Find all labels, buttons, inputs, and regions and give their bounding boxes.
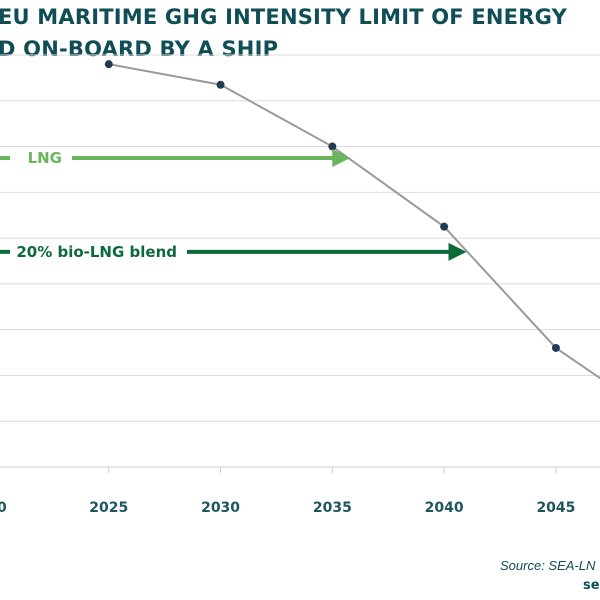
x-tick-label: 20 xyxy=(0,500,7,516)
x-tick-label: 2025 xyxy=(89,500,128,516)
data-point xyxy=(328,142,337,151)
chart-title-line-2: D ON-BOARD BY A SHIP xyxy=(0,37,279,61)
series-line xyxy=(108,63,600,380)
series-layer xyxy=(104,60,600,380)
annotation-layer: LNG 20% bio-LNG blend xyxy=(0,149,467,261)
source-note: Source: SEA-LN xyxy=(500,558,596,573)
annotation-label: 20% bio-LNG blend xyxy=(16,243,177,261)
x-axis-tick-labels: 20 2025 2030 2035 2040 2045 xyxy=(0,467,575,516)
annotation-arrow-head xyxy=(448,242,467,261)
chart-title-line-1: EU MARITIME GHG INTENSITY LIMIT OF ENERG… xyxy=(0,5,567,29)
x-tick-label: 2035 xyxy=(313,500,352,516)
gridlines xyxy=(0,54,600,468)
annotation-arrow-head xyxy=(332,149,351,167)
data-point xyxy=(104,60,113,69)
annotation-label: LNG xyxy=(28,149,62,167)
chart-title: EU MARITIME GHG INTENSITY LIMIT OF ENERG… xyxy=(0,1,600,65)
x-tick-label: 2045 xyxy=(536,500,575,516)
data-point xyxy=(216,80,225,89)
data-point xyxy=(551,343,560,352)
brand-mark: se xyxy=(583,578,600,593)
x-tick-label: 2030 xyxy=(201,500,240,516)
data-point xyxy=(440,222,449,231)
x-tick-label: 2040 xyxy=(425,500,464,516)
